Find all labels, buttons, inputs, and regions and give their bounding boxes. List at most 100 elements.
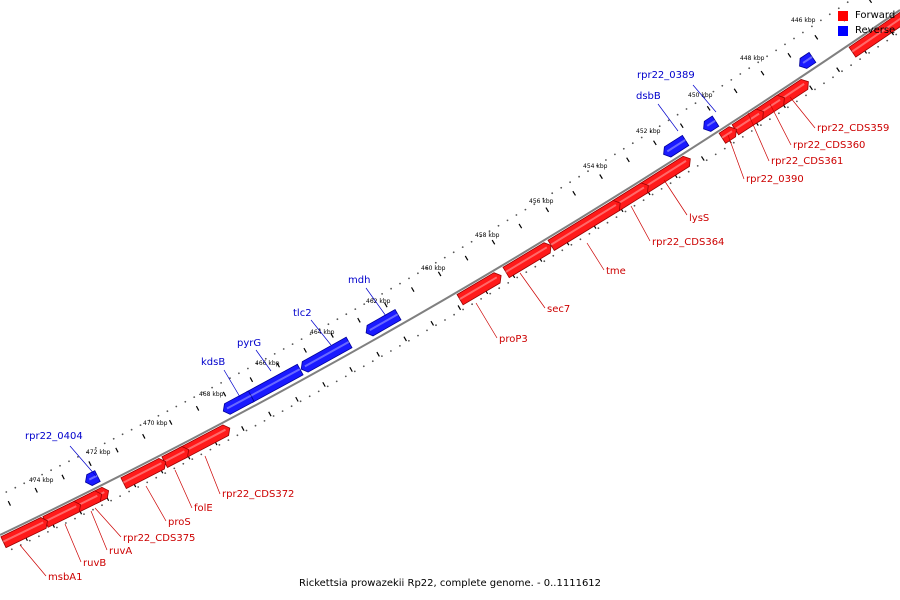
gene-reverse[interactable]: [703, 115, 720, 132]
gene-forward[interactable]: [718, 126, 737, 144]
gene-label[interactable]: mdh: [348, 275, 370, 286]
tick-mark: [545, 207, 550, 213]
tick-dot: [426, 267, 428, 269]
gene-forward-shade: [2, 521, 44, 543]
tick-dot: [299, 400, 302, 403]
tick-dot: [130, 428, 133, 431]
tick-dot: [533, 203, 536, 206]
gene-forward[interactable]: [0, 517, 48, 549]
gene-label[interactable]: proS: [168, 517, 191, 528]
tick-dot: [802, 31, 804, 34]
tick-mark: [809, 85, 813, 91]
tick-label: 456 kbp: [529, 198, 554, 205]
label-leader-line: [19, 544, 47, 577]
tick-dot: [273, 353, 276, 355]
gene-features: [0, 11, 900, 549]
gene-label[interactable]: sec7: [547, 304, 570, 315]
tick-dot: [828, 13, 831, 16]
label-leader-line: [69, 445, 97, 477]
tick-dot: [353, 370, 356, 373]
tick-mark: [142, 433, 146, 439]
tick-dot: [200, 453, 203, 456]
gene-forward[interactable]: [456, 272, 502, 306]
tick-dot: [381, 293, 383, 295]
tick-mark: [7, 500, 11, 506]
tick-dot: [146, 481, 149, 484]
gene-reverse[interactable]: [300, 336, 353, 373]
gene-reverse-shade: [706, 119, 716, 127]
tick-dot: [408, 339, 410, 342]
gene-label[interactable]: rpr22_0390: [746, 174, 804, 185]
gene-label[interactable]: folE: [194, 503, 213, 514]
tick-mark: [222, 391, 227, 397]
gene-forward[interactable]: [547, 199, 621, 252]
tick-dot: [524, 208, 527, 211]
tick-dot: [50, 469, 52, 472]
gene-label[interactable]: ruvB: [83, 558, 106, 569]
gene-reverse[interactable]: [663, 134, 690, 158]
tick-dot: [497, 224, 500, 227]
gene-label[interactable]: kdsB: [201, 357, 225, 368]
gene-label[interactable]: rpr22_0389: [637, 70, 695, 81]
gene-label[interactable]: rpr22_CDS372: [222, 489, 294, 500]
gene-forward[interactable]: [42, 500, 82, 528]
tick-mark: [303, 347, 307, 353]
gene-label[interactable]: dsbB: [636, 91, 661, 102]
tick-dot: [47, 531, 49, 533]
gene-reverse[interactable]: [222, 390, 255, 415]
gene-label[interactable]: rpr22_CDS360: [793, 140, 865, 151]
gene-label[interactable]: rpr22_CDS375: [123, 533, 195, 544]
tick-dot: [175, 405, 178, 408]
gene-label[interactable]: msbA1: [48, 572, 83, 583]
tick-dot: [155, 476, 158, 479]
gene-label[interactable]: proP3: [499, 334, 528, 345]
tick-dot: [390, 350, 392, 352]
tick-dot: [489, 292, 492, 295]
gene-label[interactable]: rpr22_CDS364: [652, 237, 724, 248]
tick-dot: [264, 357, 267, 360]
label-leader-line: [174, 469, 193, 509]
tick-dot: [291, 343, 294, 345]
gene-forward-shade: [642, 159, 687, 189]
tick-mark: [88, 461, 92, 467]
gene-reverse-shade: [226, 394, 252, 410]
tick-dot: [705, 159, 708, 162]
gene-forward[interactable]: [161, 446, 190, 469]
legend-forward-label: Forward: [855, 10, 896, 21]
tick-dot: [676, 113, 679, 116]
gene-label[interactable]: rpr22_CDS359: [817, 123, 889, 134]
tick-dot: [426, 329, 428, 332]
gene-label[interactable]: rpr22_CDS361: [771, 156, 843, 167]
label-leader-line: [365, 287, 387, 317]
gene-label[interactable]: rpr22_0404: [25, 431, 83, 442]
gene-label[interactable]: tlc2: [293, 308, 312, 319]
gene-reverse[interactable]: [799, 51, 817, 69]
gene-forward[interactable]: [731, 108, 764, 136]
tick-dot: [92, 508, 94, 511]
tick-dot: [605, 159, 607, 161]
tick-dot: [229, 377, 231, 379]
gene-label[interactable]: tme: [606, 266, 626, 277]
gene-forward[interactable]: [120, 457, 167, 490]
tick-dot: [83, 513, 85, 515]
tick-dot: [669, 182, 672, 185]
label-leader-line: [94, 507, 122, 538]
gene-label[interactable]: pyrG: [237, 338, 261, 349]
tick-mark: [357, 317, 361, 323]
gene-label[interactable]: ruvA: [109, 546, 132, 557]
gene-label[interactable]: lysS: [689, 213, 709, 224]
tick-dot: [272, 415, 275, 417]
gene-reverse[interactable]: [85, 470, 101, 486]
tick-dot: [578, 175, 580, 178]
gene-forward[interactable]: [848, 11, 900, 58]
tick-mark: [814, 34, 819, 40]
tick-dot: [218, 444, 221, 446]
gene-forward-shade: [550, 204, 617, 246]
gene-reverse[interactable]: [365, 308, 402, 337]
tick-dot: [220, 382, 223, 384]
tick-dot: [615, 216, 618, 219]
tick-label: 446 kbp: [791, 17, 816, 24]
tick-mark: [34, 487, 38, 493]
tick-label: 468 kbp: [199, 391, 224, 398]
gene-forward[interactable]: [502, 242, 552, 279]
